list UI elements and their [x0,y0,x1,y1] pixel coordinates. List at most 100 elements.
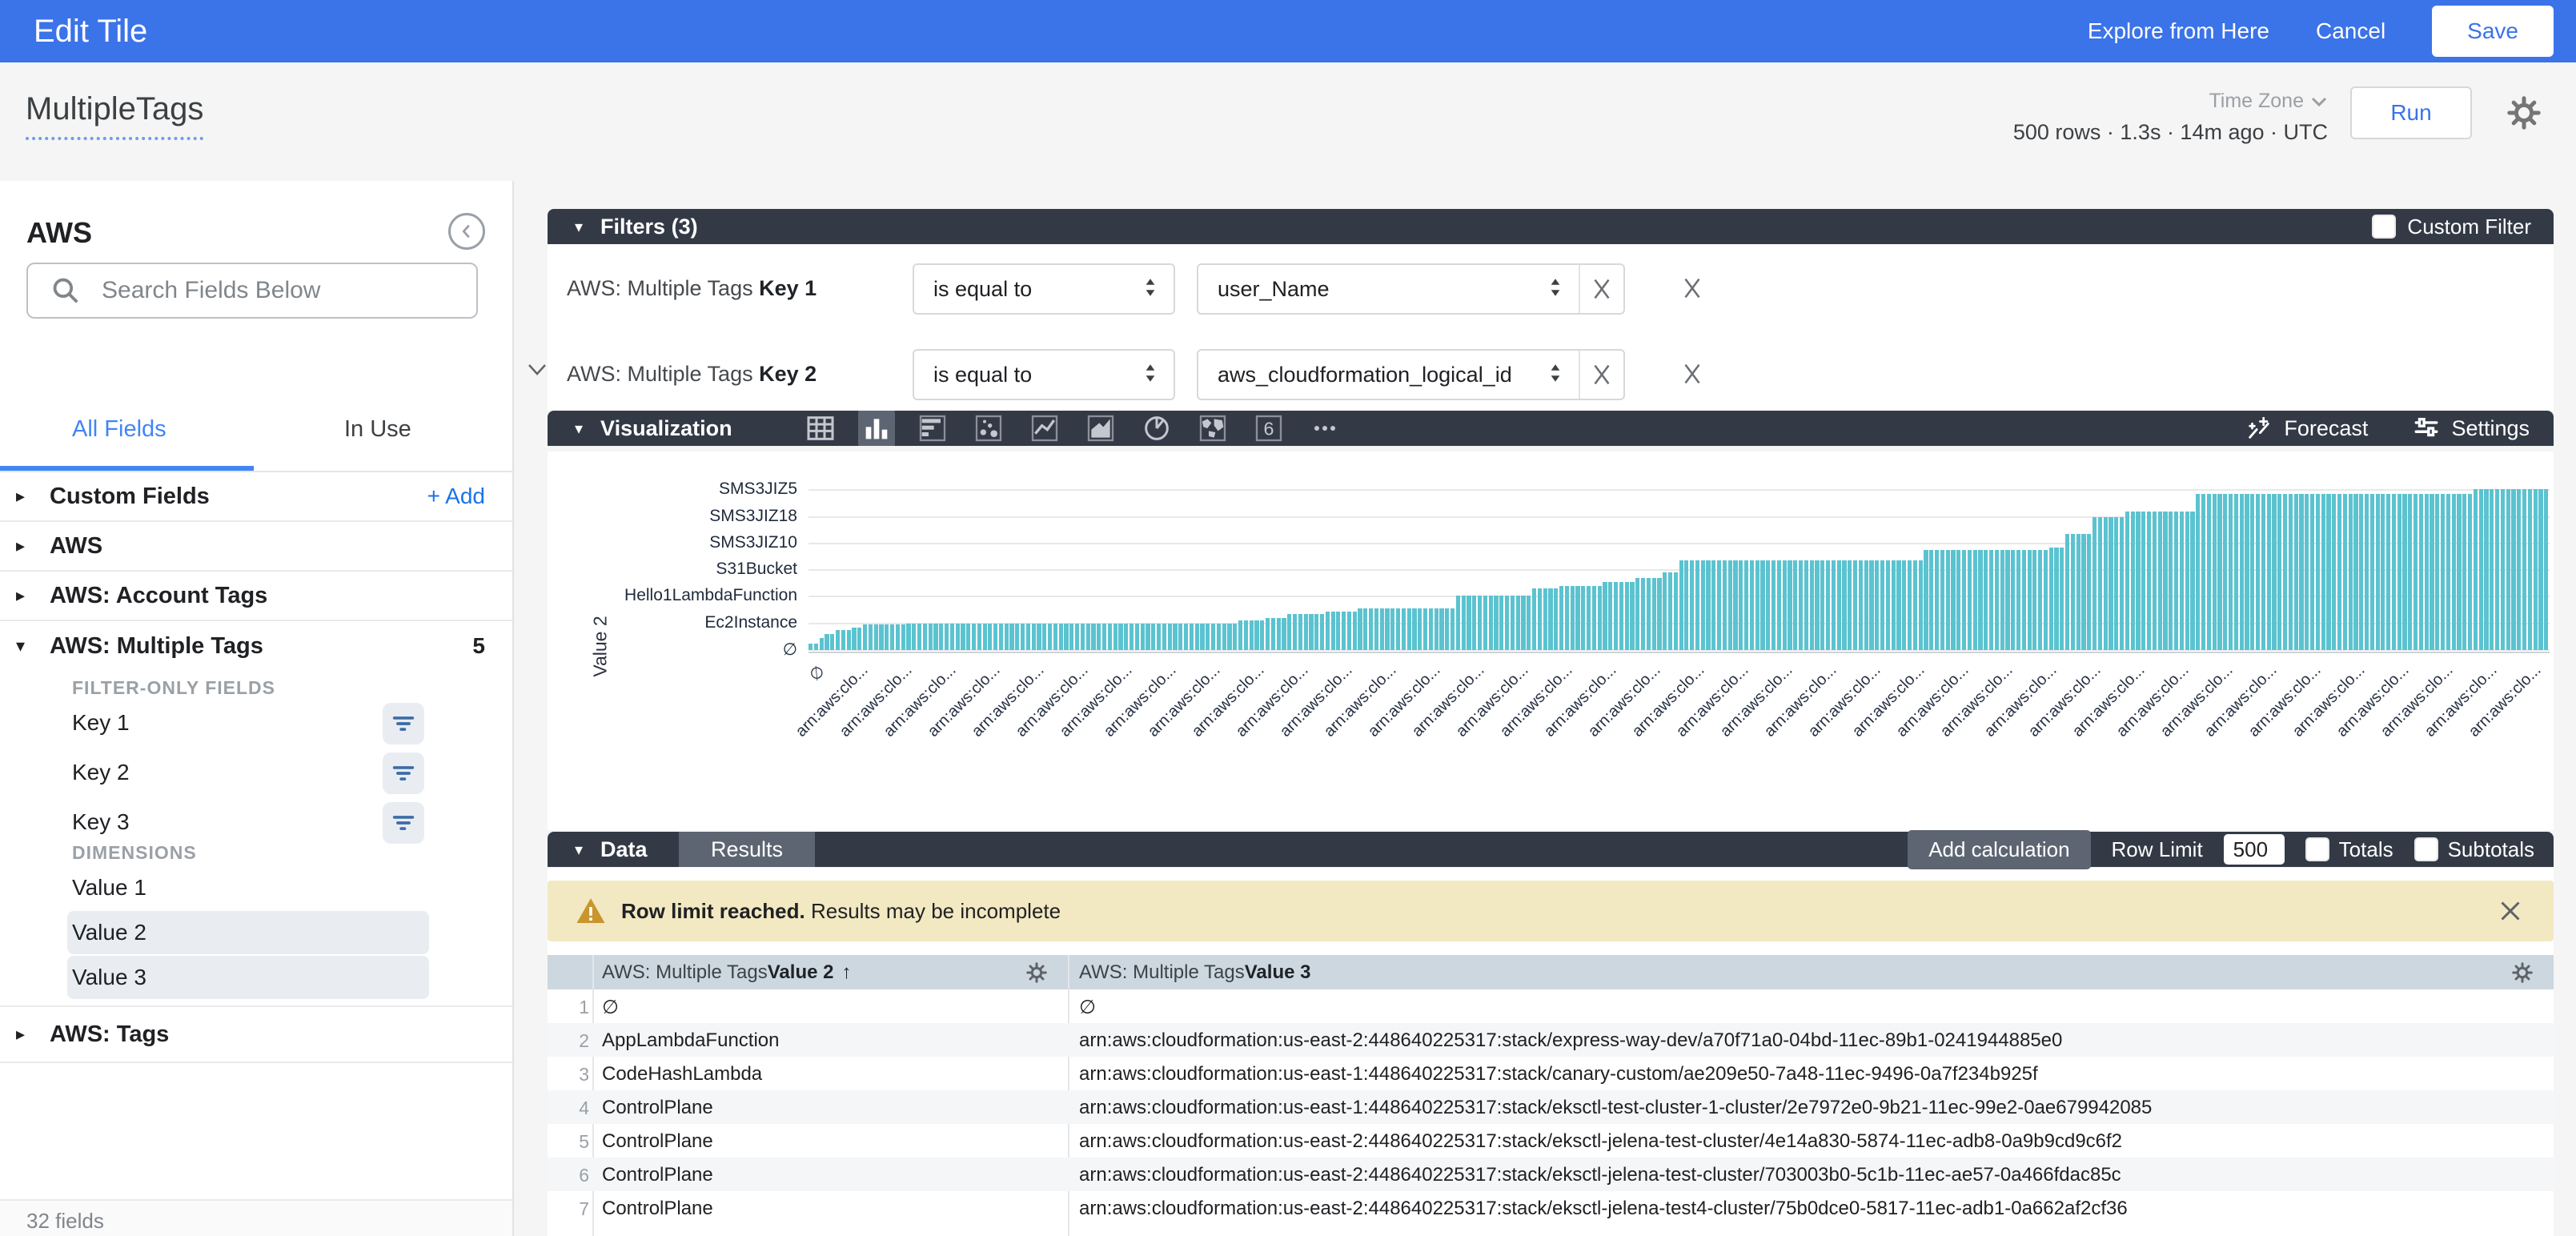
cell-value3[interactable]: arn:aws:cloudformation:us-east-2:4486402… [1079,1029,2063,1051]
caret-down-icon[interactable]: ▾ [575,218,584,236]
filter-operator-select[interactable]: is equal to [913,349,1175,400]
top-app-bar: Edit Tile Explore from Here Cancel Save [0,0,2576,62]
cell-value3[interactable]: arn:aws:cloudformation:us-east-2:4486402… [1079,1130,2123,1152]
dimension-label: Value 3 [72,965,146,989]
query-header: MultipleTags Time Zone 500 rows · 1.3s ·… [0,62,2576,181]
filter-by-field-icon[interactable] [383,752,424,794]
viz-type-bar-icon[interactable] [914,411,951,446]
table-row[interactable]: 1 ∅ ∅ [548,989,2554,1023]
viz-type-column-icon[interactable] [858,411,895,446]
table-row[interactable]: 3 CodeHashLambda arn:aws:cloudformation:us… [548,1057,2554,1090]
row-limit-input[interactable] [2223,834,2285,865]
filter-by-field-icon[interactable] [383,802,424,844]
clear-value-icon[interactable] [1579,351,1623,399]
table-row[interactable]: 2 AppLambdaFunction arn:aws:cloudformation… [548,1023,2554,1057]
save-button[interactable]: Save [2432,6,2554,57]
viz-type-line-icon[interactable] [1026,411,1063,446]
cell-value2[interactable]: CodeHashLambda [602,1063,763,1085]
custom-filter-checkbox[interactable] [2372,215,2397,239]
cell-value3[interactable]: ∅ [1079,997,1096,1018]
cell-value3[interactable]: arn:aws:cloudformation:us-east-1:4486402… [1079,1063,2038,1085]
viz-type-more-icon[interactable] [1306,411,1343,446]
table-row[interactable]: 7 ControlPlane arn:aws:cloudformation:us-e… [548,1191,2554,1225]
sidebar-field-key-2[interactable]: Key 2 [0,752,512,794]
sidebar-item-aws-multiple-tags[interactable]: ▾ AWS: Multiple Tags 5 [0,621,512,671]
filter-value-select[interactable]: aws_cloudformation_logical_id [1197,349,1625,400]
subtotals-toggle[interactable]: Subtotals [2413,837,2534,862]
gear-icon[interactable] [2506,94,2542,135]
forecast-button[interactable]: Forecast [2245,415,2368,442]
sidebar-field-key-1[interactable]: Key 1 [0,703,512,744]
caret-right-icon[interactable]: ▸ [16,1024,26,1044]
tab-results[interactable]: Results [679,832,816,867]
cell-value2[interactable]: ControlPlane [602,1097,713,1118]
filter-operator-select[interactable]: is equal to [913,263,1175,315]
y-tick-label: Hello1LambdaFunction [624,586,797,605]
tab-all-fields[interactable]: All Fields [72,416,167,442]
collapse-sidebar-button[interactable] [448,213,485,250]
cell-value2[interactable]: ControlPlane [602,1164,713,1186]
data-section-bar[interactable]: ▾ Data Results Add calculation Row Limit… [548,829,2554,869]
viz-type-pie-icon[interactable] [1138,411,1175,446]
caret-right-icon[interactable]: ▸ [16,486,26,506]
cell-value3[interactable]: arn:aws:cloudformation:us-east-2:4486402… [1079,1198,2128,1219]
cell-value3[interactable]: arn:aws:cloudformation:us-east-2:4486402… [1079,1164,2121,1186]
sidebar-item-aws[interactable]: ▸ AWS [0,522,512,572]
filter-by-field-icon[interactable] [383,703,424,744]
sidebar-field-key-3[interactable]: Key 3 [0,802,512,844]
remove-filter-icon[interactable] [1679,360,1706,391]
add-calculation-button[interactable]: Add calculation [1908,829,2091,869]
search-fields-input[interactable]: Search Fields Below [26,263,478,319]
column-gear-icon[interactable] [2510,961,2534,989]
viz-type-area-icon[interactable] [1082,411,1119,446]
close-warning-icon[interactable] [2496,897,2525,929]
viz-type-single-value-icon[interactable]: 6 [1250,411,1287,446]
sidebar-dimension-value-2[interactable]: Value 2 [67,911,429,954]
column-header-value2[interactable]: AWS: Multiple Tags Value 2 ↑ [602,961,852,983]
viz-type-table-icon[interactable] [802,411,839,446]
caret-down-icon[interactable]: ▾ [16,636,26,656]
cancel-button[interactable]: Cancel [2316,18,2386,43]
column-gear-icon[interactable] [1025,961,1049,989]
page-title[interactable]: MultipleTags [26,91,204,140]
viz-type-scatter-icon[interactable] [970,411,1007,446]
table-row[interactable]: 5 ControlPlane arn:aws:cloudformation:us-e… [548,1124,2554,1158]
viz-type-map-icon[interactable] [1194,411,1231,446]
cell-value2[interactable]: ControlPlane [602,1130,713,1152]
subtotals-checkbox[interactable] [2413,837,2438,861]
row-number: 6 [579,1165,589,1186]
clear-value-icon[interactable] [1579,265,1623,313]
caret-right-icon[interactable]: ▸ [16,585,26,605]
timezone-dropdown[interactable]: Time Zone [2209,90,2328,113]
sidebar-item-custom-fields[interactable]: ▸ Custom Fields + Add [0,472,512,522]
caret-down-icon[interactable]: ▾ [575,419,584,438]
sidebar-dimension-value-1[interactable]: Value 1 [67,866,429,909]
totals-toggle[interactable]: Totals [2305,837,2393,862]
cell-value2[interactable]: AppLambdaFunction [602,1029,780,1051]
expand-filter-icon[interactable] [525,362,549,382]
row-number: 7 [579,1198,589,1219]
column-header-value3[interactable]: AWS: Multiple Tags Value 3 [1079,961,1311,983]
caret-right-icon[interactable]: ▸ [16,536,26,556]
remove-filter-icon[interactable] [1679,275,1706,306]
custom-filter-toggle[interactable]: Custom Filter [2372,215,2531,239]
settings-button[interactable]: Settings [2413,415,2530,442]
visualization-section-bar[interactable]: ▾ Visualization 6 Forecast Settings [548,411,2554,446]
caret-down-icon[interactable]: ▾ [575,841,584,859]
sidebar-dimension-value-3[interactable]: Value 3 [67,956,429,999]
sidebar-item-aws-account-tags[interactable]: ▸ AWS: Account Tags [0,572,512,621]
sidebar-item-aws-tags[interactable]: ▸ AWS: Tags [0,1007,512,1063]
explore-from-here-button[interactable]: Explore from Here [2087,18,2269,43]
add-custom-field-button[interactable]: + Add [427,484,485,508]
cell-value2[interactable]: ControlPlane [602,1198,713,1219]
chart-bars[interactable] [809,451,2550,650]
tab-in-use[interactable]: In Use [344,416,411,442]
totals-checkbox[interactable] [2305,837,2329,861]
table-row[interactable]: 4 ControlPlane arn:aws:cloudformation:us-e… [548,1090,2554,1124]
run-button[interactable]: Run [2350,86,2472,139]
filters-section-bar[interactable]: ▾ Filters (3) Custom Filter [548,209,2554,244]
filter-value-select[interactable]: user_Name [1197,263,1625,315]
cell-value2[interactable]: ∅ [602,997,619,1018]
cell-value3[interactable]: arn:aws:cloudformation:us-east-1:4486402… [1079,1097,2153,1118]
table-row[interactable]: 6 ControlPlane arn:aws:cloudformation:us-e… [548,1158,2554,1191]
